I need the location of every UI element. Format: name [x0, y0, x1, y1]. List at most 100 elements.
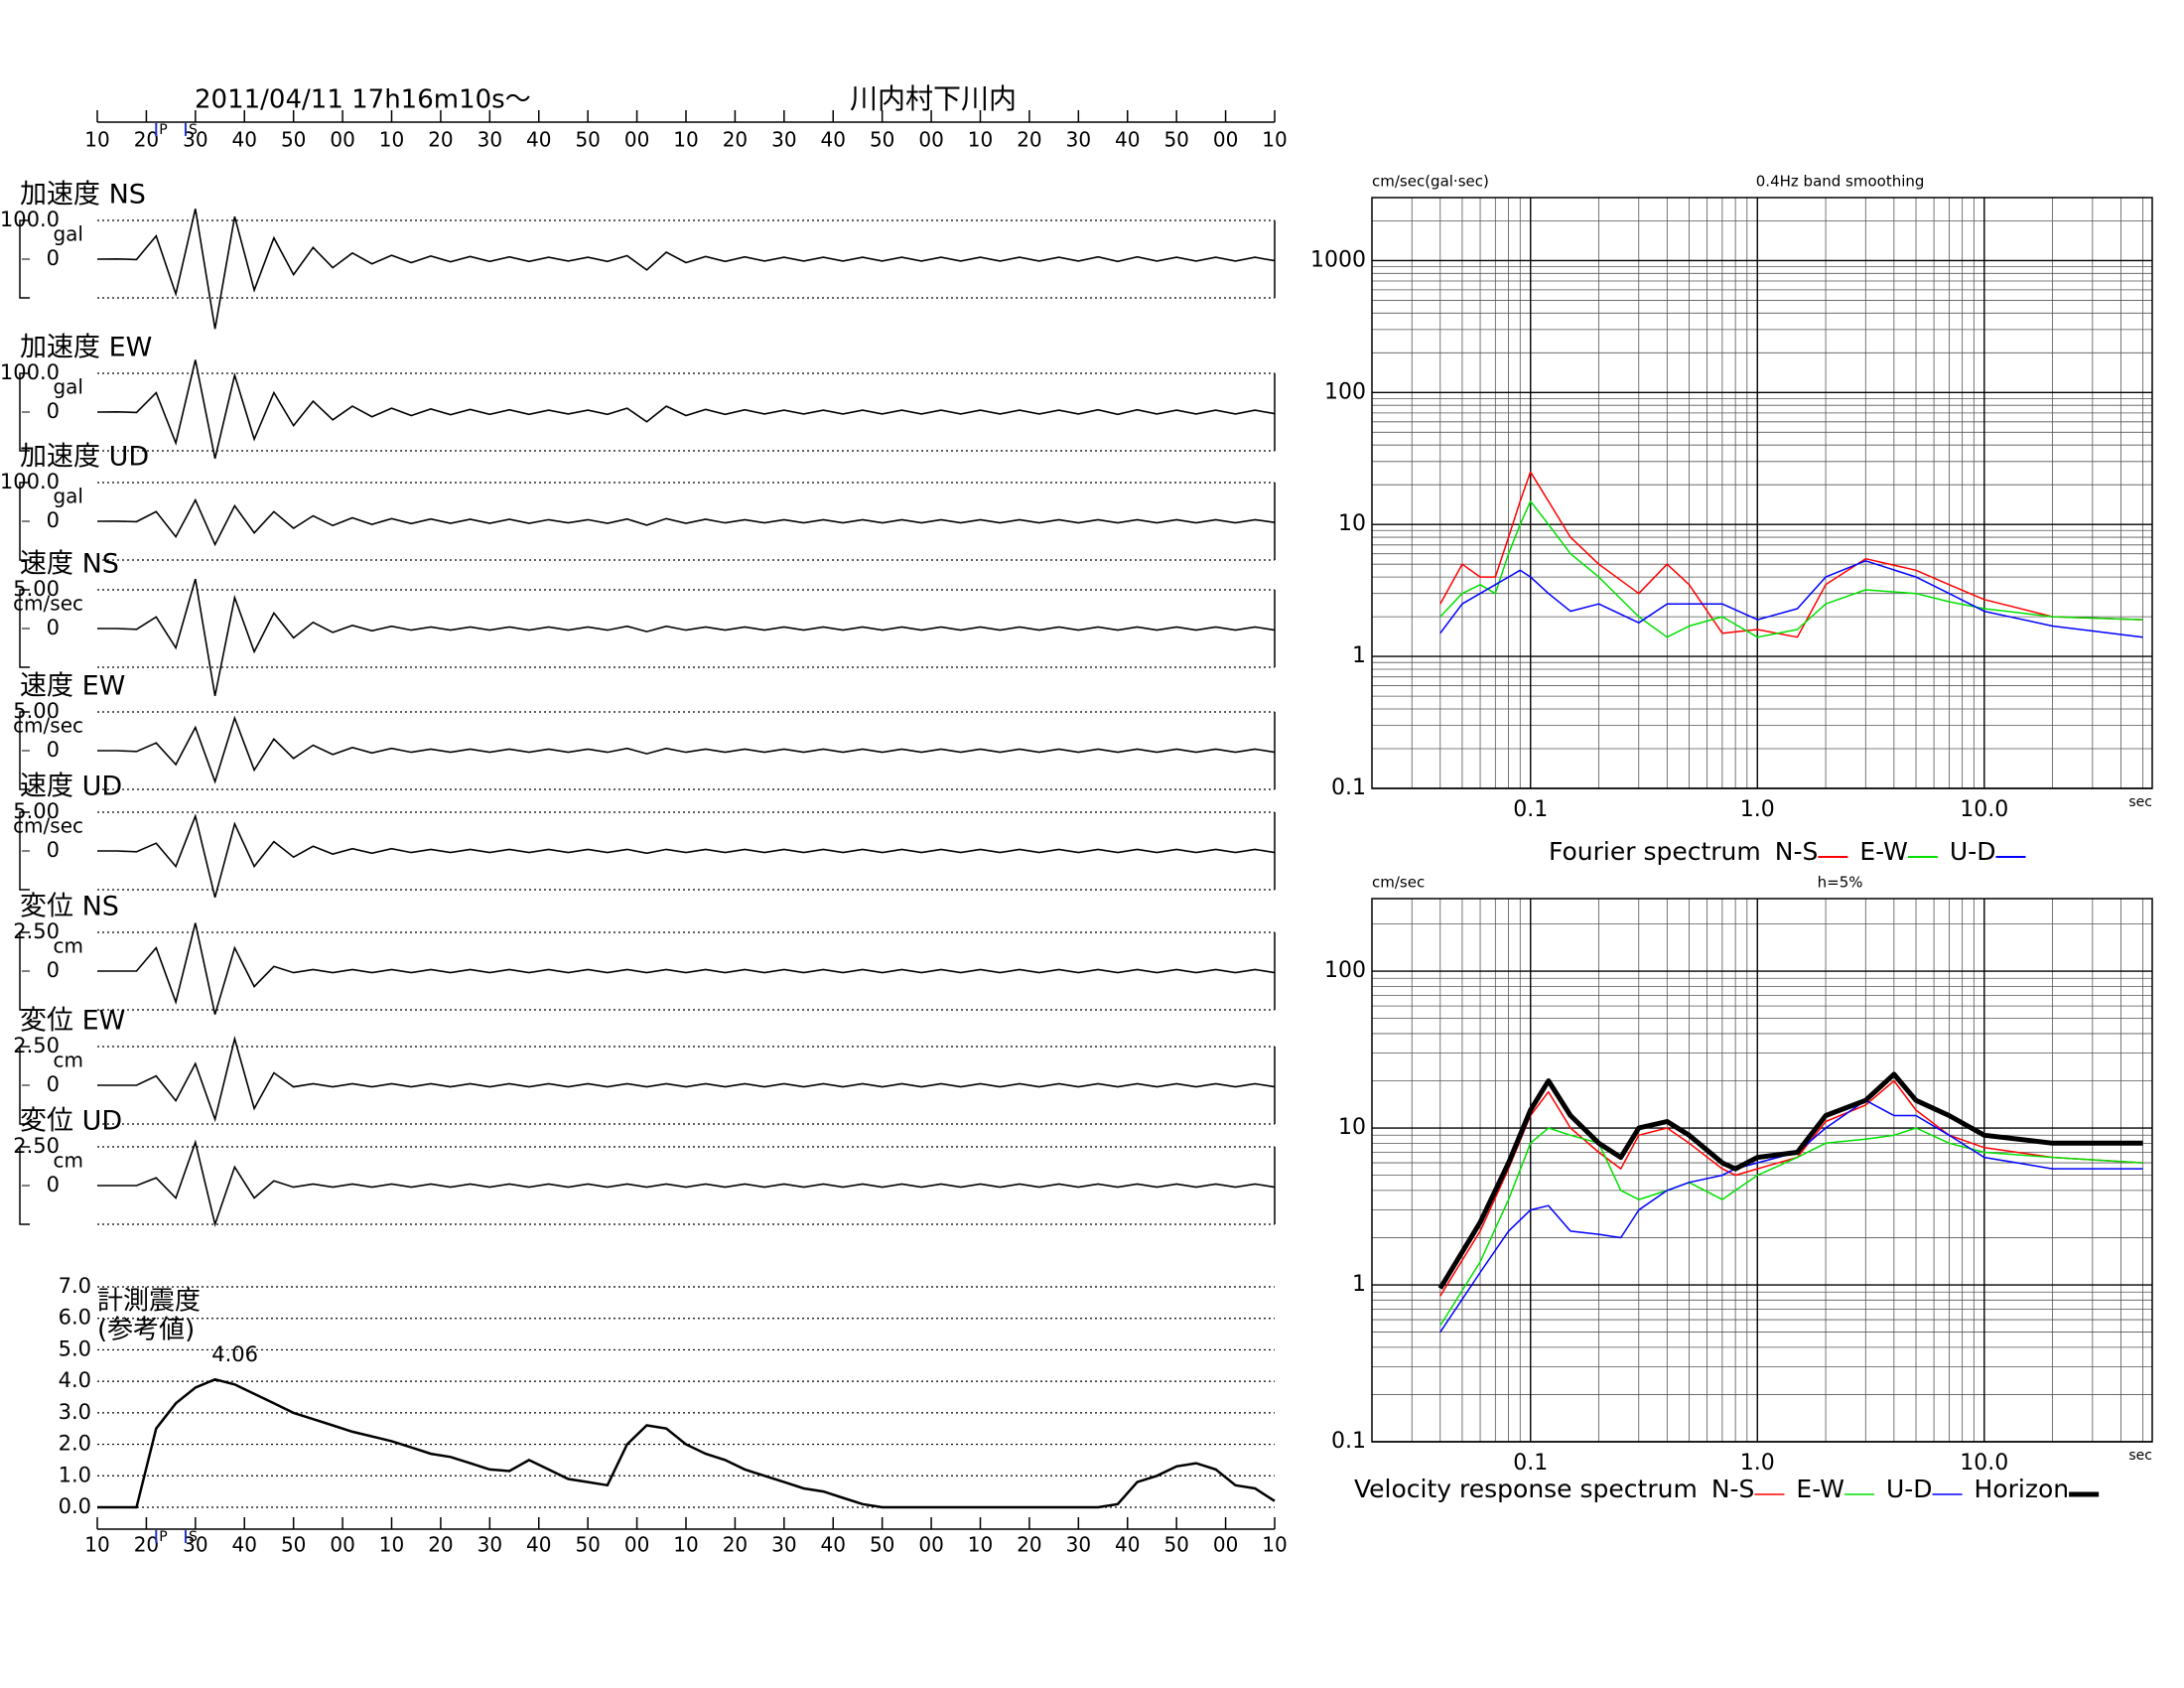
trace-label: 変位 UD [20, 1106, 122, 1137]
y-axis-label: cm/sec [1372, 874, 1425, 892]
phase-label: P [159, 122, 167, 138]
x-tick-label: 30 [771, 128, 796, 152]
y-axis-label: cm/sec(gal·sec) [1372, 173, 1489, 191]
waveform-trace [96, 359, 1276, 459]
y-tick-label: 100.0 [0, 360, 60, 384]
spectrum-line [1439, 471, 2143, 638]
x-tick-label: 10 [673, 128, 698, 152]
y-tick-label: 100 [1324, 379, 1366, 404]
x-tick-label: 1.0 [1740, 1451, 1775, 1476]
legend-label: U-D [1950, 837, 1996, 866]
trace-label: 加速度 UD [20, 442, 149, 473]
x-tick-label: 20 [134, 1533, 159, 1557]
y-tick-label: 10 [1338, 511, 1366, 536]
x-tick-label: 10 [84, 128, 109, 152]
x-tick-label: 30 [1066, 1533, 1091, 1557]
unit-label: cm [54, 934, 83, 958]
phase-label: P [159, 1529, 167, 1545]
spectrum-line [1437, 1071, 2143, 1290]
x-tick-label: 10 [379, 128, 404, 152]
station-name: 川内村下川内 [850, 82, 1017, 115]
y-tick-label: 2.0 [59, 1432, 91, 1456]
trace-label: 加速度 EW [20, 333, 152, 363]
x-tick-label: 50 [870, 1533, 894, 1557]
unit-label: cm [54, 1049, 83, 1072]
y-tick-label: 0 [47, 1072, 60, 1096]
spectrum-line [1439, 1127, 2143, 1327]
waveform-trace [96, 497, 1276, 547]
legend-label: U-D [1886, 1475, 1933, 1503]
y-tick-label: 0.1 [1331, 775, 1366, 800]
y-tick-label: 5.0 [59, 1336, 91, 1360]
waveform-trace [97, 813, 1276, 899]
x-tick-label: 40 [232, 128, 257, 152]
y-tick-label: 3.0 [59, 1400, 91, 1424]
spectrum-line [1439, 1079, 2143, 1297]
trace-label: 速度 NS [20, 549, 119, 580]
y-tick-label: 1000 [1310, 247, 1366, 272]
waveform-trace [97, 1139, 1276, 1227]
x-tick-label: 30 [183, 1533, 207, 1557]
trace-label: 速度 EW [20, 671, 125, 702]
x-tick-label: 40 [821, 128, 846, 152]
legend-title: Velocity response spectrum [1354, 1475, 1698, 1503]
y-tick-label: 1.0 [59, 1463, 91, 1486]
x-tick-label: 40 [821, 1533, 846, 1557]
y-tick-label: 6.0 [59, 1306, 91, 1330]
y-tick-label: 2.50 [13, 919, 60, 943]
x-tick-label: 20 [1017, 128, 1041, 152]
x-tick-label: 50 [870, 128, 894, 152]
y-tick-label: 2.50 [13, 1034, 60, 1057]
unit-label: gal [53, 375, 83, 399]
y-tick-label: 100.0 [0, 470, 60, 493]
intensity-subtitle: (参考値) [97, 1316, 195, 1345]
unit-label: gal [53, 222, 83, 246]
subtitle: 0.4Hz band smoothing [1756, 173, 1925, 191]
x-tick-label: 50 [281, 128, 306, 152]
spectrum-line [1439, 1099, 2143, 1334]
x-tick-label: 30 [478, 128, 502, 152]
x-tick-label: 50 [575, 1533, 600, 1557]
x-tick-label: 00 [624, 128, 649, 152]
y-tick-label: 5.00 [13, 699, 60, 723]
y-tick-label: 10 [1338, 1115, 1366, 1140]
record-time: 2011/04/11 17h16m10s〜 [195, 85, 531, 115]
x-tick-label: 30 [183, 128, 207, 152]
legend-label: N-S [1711, 1475, 1755, 1503]
x-tick-label: 20 [723, 128, 748, 152]
x-tick-label: 00 [624, 1533, 649, 1557]
x-tick-label: 30 [478, 1533, 502, 1557]
plot-frame [1371, 197, 2153, 789]
x-tick-label: 50 [575, 128, 600, 152]
y-tick-label: 0.1 [1331, 1429, 1366, 1454]
x-tick-label: 50 [1163, 128, 1188, 152]
y-tick-label: 0 [47, 958, 60, 982]
y-tick-label: 0 [47, 738, 60, 762]
unit-label: cm/sec [13, 592, 83, 616]
x-tick-label: 10 [1262, 1533, 1287, 1557]
x-tick-label: 10 [673, 1533, 698, 1557]
x-tick-label: 20 [1017, 1533, 1041, 1557]
y-tick-label: 100 [1324, 958, 1366, 983]
x-tick-label: 10 [968, 128, 993, 152]
x-tick-label: 00 [1213, 128, 1238, 152]
y-tick-label: 0 [47, 1173, 60, 1196]
x-tick-label: 40 [1115, 1533, 1140, 1557]
x-tick-label: 10 [1262, 128, 1287, 152]
phase-label: S [189, 122, 198, 138]
legend-label: Horizon [1975, 1475, 2070, 1503]
y-tick-label: 0 [47, 616, 60, 639]
intensity-line [97, 1377, 1276, 1509]
x-tick-label: 40 [1115, 128, 1140, 152]
x-tick-label: 00 [330, 128, 354, 152]
unit-label: cm/sec [13, 714, 83, 738]
unit-label: cm [54, 1149, 83, 1173]
x-tick-label: 40 [526, 128, 551, 152]
waveform-trace [97, 922, 1276, 1015]
x-tick-label: 20 [428, 128, 453, 152]
x-tick-label: 00 [330, 1533, 354, 1557]
x-axis-label: sec [2128, 1448, 2152, 1464]
x-tick-label: 10.0 [1960, 797, 2008, 822]
legend-label: E-W [1859, 837, 1908, 866]
